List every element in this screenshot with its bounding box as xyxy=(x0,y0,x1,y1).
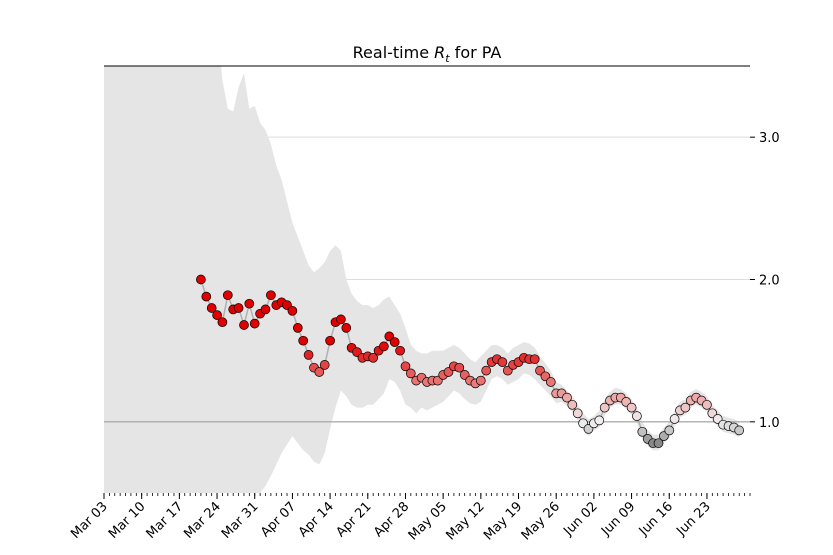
rt-point xyxy=(669,414,680,424)
xtick-label: Apr 14 xyxy=(296,499,337,540)
ytick-label: 3.0 xyxy=(759,131,780,146)
xtick-label: Jun 23 xyxy=(673,499,713,539)
rt-point xyxy=(572,408,583,419)
xtick-label: May 26 xyxy=(519,499,563,543)
rt-point xyxy=(249,318,260,329)
rt-point xyxy=(379,341,389,352)
xtick-label: Apr 07 xyxy=(258,499,299,540)
rt-point xyxy=(266,290,276,301)
rt-point xyxy=(298,335,309,346)
xtick-label: Jun 16 xyxy=(636,499,676,539)
rt-point xyxy=(680,402,691,413)
rt-point xyxy=(567,399,578,410)
rt-point xyxy=(319,360,330,370)
rt-point xyxy=(260,304,271,315)
xtick-label: May 12 xyxy=(443,499,487,543)
title-symbol: R xyxy=(434,43,445,62)
rt-point xyxy=(400,361,411,372)
rt-point xyxy=(405,368,416,379)
xtick-label: Apr 21 xyxy=(333,499,374,540)
xtick-label: Jun 09 xyxy=(598,499,638,539)
rt-point xyxy=(389,337,400,347)
rt-point xyxy=(481,365,492,376)
xtick-label: Mar 24 xyxy=(181,499,224,542)
rt-point xyxy=(287,305,298,316)
title-subscript: t xyxy=(445,52,450,65)
rt-point xyxy=(314,367,325,377)
rt-point xyxy=(632,411,642,421)
rt-point xyxy=(325,335,335,346)
rt-point xyxy=(664,425,675,436)
xtick-label: May 19 xyxy=(481,499,525,543)
rt-point xyxy=(626,402,637,413)
rt-point xyxy=(599,402,610,413)
rt-point xyxy=(368,352,379,363)
rt-point xyxy=(594,415,605,426)
rt-point xyxy=(734,425,745,436)
ytick-label: 1.0 xyxy=(759,416,780,431)
rt-point xyxy=(545,377,556,387)
rt-point xyxy=(201,291,212,302)
rt-point xyxy=(244,298,255,309)
rt-point xyxy=(233,303,244,313)
rt-point xyxy=(497,357,508,367)
rt-point xyxy=(475,375,486,386)
rt-point xyxy=(292,323,303,333)
rt-point xyxy=(212,310,222,320)
rt-point xyxy=(196,274,206,285)
title-suffix: for PA xyxy=(450,43,502,62)
rt-point xyxy=(637,426,648,437)
xtick-label: Jun 02 xyxy=(560,499,600,539)
xtick-label: Mar 10 xyxy=(106,499,149,542)
rt-point xyxy=(239,320,249,330)
rt-point xyxy=(395,345,405,356)
rt-point xyxy=(529,354,540,365)
rt-point xyxy=(562,392,572,403)
rt-point xyxy=(217,317,228,328)
title-main: Real-time xyxy=(353,43,435,62)
rt-point xyxy=(303,350,314,360)
xtick-label: Mar 31 xyxy=(219,499,262,542)
rt-point xyxy=(222,290,233,301)
xtick-label: Mar 03 xyxy=(68,499,111,542)
ytick-label: 2.0 xyxy=(759,274,780,289)
confidence-band xyxy=(104,66,740,493)
rt-point xyxy=(206,303,217,313)
xtick-label: May 05 xyxy=(406,499,450,543)
rt-point xyxy=(336,314,346,325)
rt-point xyxy=(454,362,465,373)
xtick-label: Mar 17 xyxy=(144,499,187,542)
rt-point xyxy=(702,399,712,410)
rt-point xyxy=(653,438,664,449)
chart-title: Real-time Rt for PA xyxy=(353,43,502,65)
rt-point xyxy=(341,323,352,333)
